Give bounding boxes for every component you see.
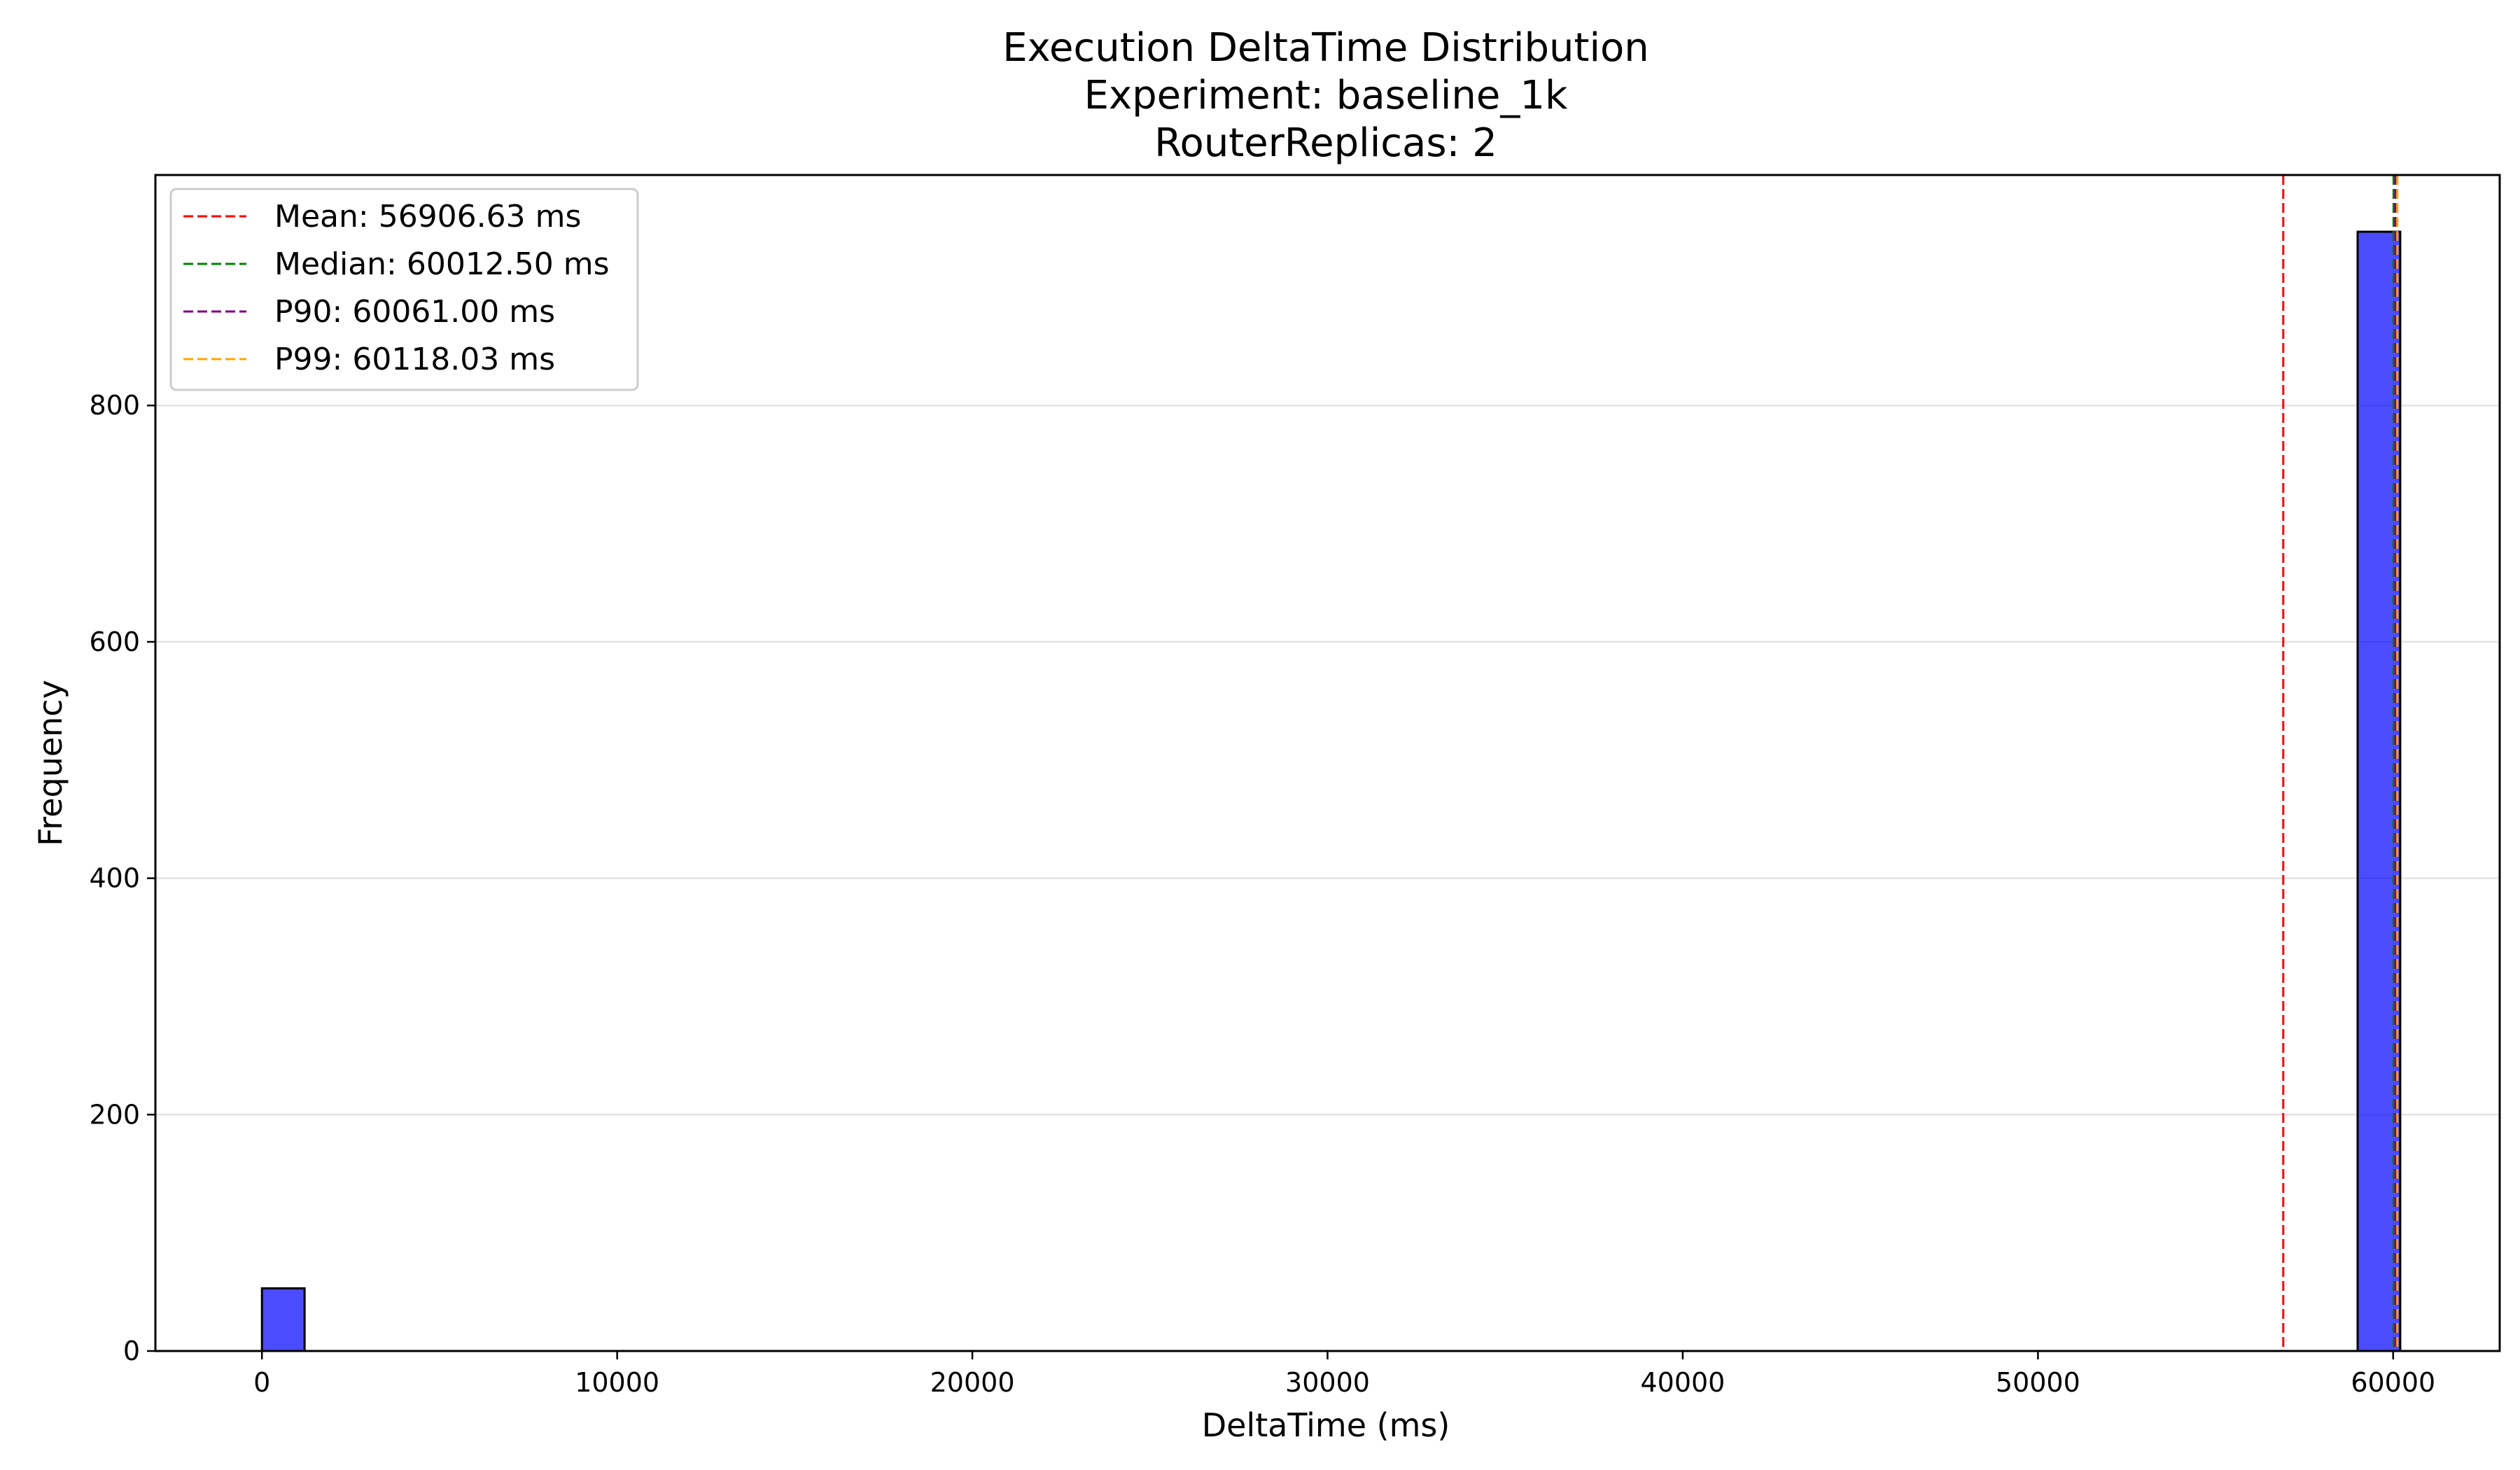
- x-axis-label: DeltaTime (ms): [1202, 1406, 1450, 1444]
- y-axis-ticks: 0 200 400 600 800: [89, 390, 155, 1366]
- y-tick-label: 800: [89, 390, 140, 421]
- reference-lines: [2282, 175, 2399, 1351]
- chart-title-line-2: Experiment: baseline_1k: [1084, 73, 1568, 118]
- legend-label: P99: 60118.03 ms: [274, 342, 555, 377]
- x-tick-label: 40000: [1640, 1367, 1725, 1398]
- y-tick-label: 400: [89, 863, 140, 894]
- legend-label: Median: 60012.50 ms: [274, 246, 610, 282]
- y-tick-label: 600: [89, 626, 140, 657]
- chart-title: Execution DeltaTime Distribution Experim…: [1002, 25, 1649, 166]
- legend: Mean: 56906.63 ms Median: 60012.50 ms P90:…: [169, 188, 639, 391]
- chart-title-line-3: RouterReplicas: 2: [1154, 120, 1497, 166]
- legend-label: Mean: 56906.63 ms: [274, 199, 581, 234]
- x-tick-label: 30000: [1285, 1367, 1370, 1398]
- chart-title-line-1: Execution DeltaTime Distribution: [1002, 25, 1649, 71]
- y-axis-label: Frequency: [31, 680, 69, 846]
- legend-label: P90: 60061.00 ms: [274, 294, 555, 330]
- x-axis-ticks: 0 10000 20000 30000 40000 50000 60000: [253, 1351, 2435, 1398]
- y-tick-label: 200: [89, 1099, 140, 1130]
- histogram-bar: [260, 1287, 306, 1352]
- x-tick-label: 20000: [930, 1367, 1015, 1398]
- y-gridlines: [155, 404, 2500, 1116]
- legend-box: [169, 188, 639, 391]
- x-tick-label: 10000: [575, 1367, 659, 1398]
- x-tick-label: 0: [253, 1367, 270, 1398]
- x-tick-label: 60000: [2351, 1367, 2435, 1398]
- legend-entries: Mean: 56906.63 ms Median: 60012.50 ms P90:…: [183, 199, 610, 377]
- x-tick-label: 50000: [1996, 1367, 2080, 1398]
- y-tick-label: 0: [123, 1336, 140, 1366]
